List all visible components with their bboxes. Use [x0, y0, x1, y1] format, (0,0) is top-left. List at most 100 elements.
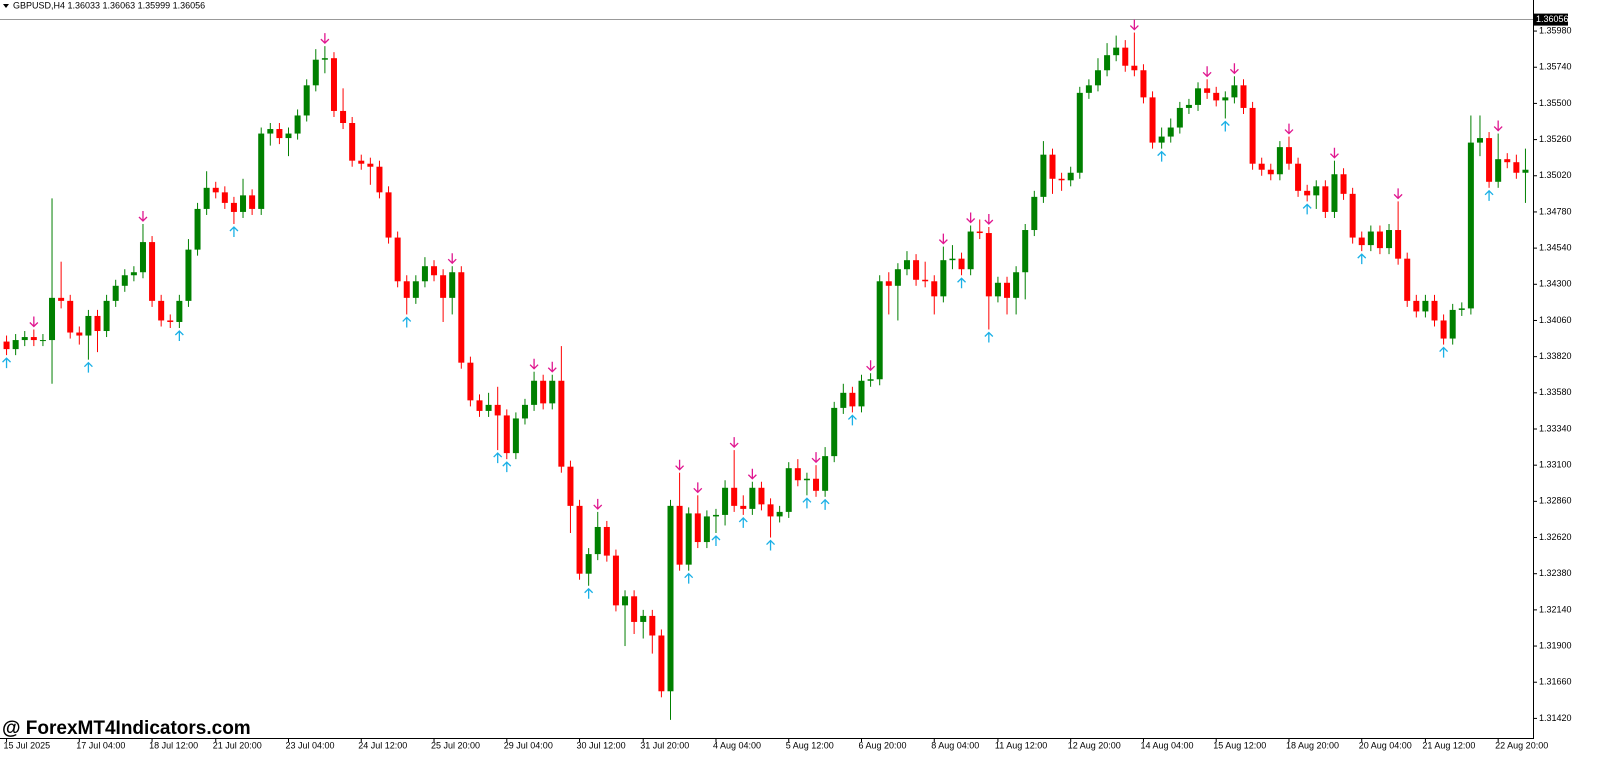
signal-up-arrow: [502, 461, 512, 473]
candle-body: [1094, 70, 1101, 86]
x-tick-label: 6 Aug 20:00: [859, 740, 907, 750]
x-tick-label: 23 Jul 04:00: [286, 740, 335, 750]
x-tick-label: 11 Aug 12:00: [995, 740, 1047, 750]
signal-up-arrow: [847, 414, 857, 426]
x-tick-label: 15 Jul 2025: [4, 740, 51, 750]
signal-down-arrow: [729, 437, 739, 449]
candle-body: [576, 505, 583, 574]
signal-up-arrow: [766, 539, 776, 551]
candle-body: [12, 340, 19, 350]
candle-body: [30, 337, 37, 341]
candle-body: [985, 233, 992, 297]
candle-body: [1386, 230, 1393, 249]
candle-body: [1195, 88, 1202, 105]
candle-body: [1022, 230, 1029, 273]
signal-down-arrow: [1284, 123, 1294, 135]
candle-body: [1331, 174, 1338, 212]
candle-body: [1504, 159, 1511, 163]
candle-body: [503, 415, 510, 454]
candle-body: [1222, 97, 1229, 101]
signal-up-arrow: [802, 497, 812, 509]
candle-body: [67, 300, 74, 333]
candle-body: [603, 526, 610, 556]
candle-body: [94, 315, 101, 332]
candle-body: [1158, 136, 1165, 143]
candle-body: [1067, 172, 1074, 181]
candle-body: [722, 487, 729, 515]
y-tick-label: 1.31420: [1539, 713, 1572, 723]
candle-body: [212, 187, 219, 193]
x-tick-label: 31 Jul 20:00: [640, 740, 689, 750]
signal-down-arrow: [1393, 188, 1403, 200]
candle-body: [421, 266, 428, 282]
candle-body: [1285, 147, 1292, 164]
candle-body: [1449, 309, 1456, 339]
candle-body: [1031, 196, 1038, 231]
candle-body: [540, 380, 547, 404]
candle-body: [940, 260, 947, 297]
signal-down-arrow: [984, 214, 994, 225]
menu-triangle: [3, 4, 9, 8]
y-tick-label: 1.34780: [1539, 206, 1572, 216]
candle-body: [758, 487, 765, 505]
y-tick-label: 1.31660: [1539, 677, 1572, 687]
candle-body: [594, 526, 601, 555]
candle-body: [622, 596, 629, 606]
candle-body: [1467, 142, 1474, 309]
candle-body: [1376, 231, 1383, 249]
x-tick-label: 20 Aug 04:00: [1359, 740, 1412, 750]
candle-body: [176, 300, 183, 322]
y-tick-label: 1.32380: [1539, 568, 1572, 578]
candle-body: [1004, 282, 1011, 298]
candle-body: [922, 279, 929, 282]
candle-body: [258, 133, 265, 209]
current-price-label: 1.36056: [1536, 14, 1569, 24]
candle-body: [1458, 308, 1465, 310]
candle-body: [376, 166, 383, 193]
x-tick-label: 29 Jul 04:00: [504, 740, 553, 750]
candle-body: [1476, 138, 1483, 143]
candle-body: [512, 418, 519, 454]
signal-up-arrow: [229, 226, 239, 237]
candle-body: [1340, 174, 1347, 194]
candle-body: [1267, 169, 1274, 175]
x-tick-label: 21 Aug 12:00: [1422, 740, 1475, 750]
candle-body: [1495, 159, 1502, 182]
candle-body: [149, 242, 156, 301]
candle-body: [867, 379, 874, 381]
candle-body: [3, 341, 10, 350]
signal-down-arrow: [693, 482, 703, 494]
candle-body: [685, 513, 692, 565]
candle-body: [203, 187, 210, 209]
candle-body: [39, 340, 46, 342]
signal-up-arrow: [711, 535, 721, 547]
candle-body: [676, 505, 683, 565]
candle-body: [585, 554, 592, 574]
x-tick-label: 8 Aug 04:00: [931, 740, 979, 750]
watermark: @ ForexMT4Indicators.com: [2, 718, 251, 739]
candle-body: [640, 615, 647, 622]
candle-body: [158, 300, 165, 321]
signal-up-arrow: [584, 587, 594, 599]
candle-body: [1513, 162, 1520, 173]
candle-body: [776, 511, 783, 517]
candle-body: [1131, 65, 1138, 71]
y-tick-label: 1.31900: [1539, 640, 1572, 650]
candle-body: [1358, 237, 1365, 246]
y-tick-label: 1.33100: [1539, 460, 1572, 470]
signal-down-arrow: [320, 33, 330, 45]
candle-body: [1049, 154, 1056, 179]
signal-up-arrow: [1484, 189, 1494, 201]
candle-body: [167, 320, 174, 322]
y-tick-label: 1.35740: [1539, 62, 1572, 72]
x-tick-label: 24 Jul 12:00: [358, 740, 407, 750]
candle-body: [276, 129, 283, 139]
candle-body: [449, 272, 456, 298]
candle-body: [1085, 85, 1092, 93]
candle-body: [885, 281, 892, 286]
candle-body: [667, 505, 674, 692]
candle-body: [1058, 178, 1065, 181]
signal-down-arrow: [29, 316, 39, 328]
candle-body: [367, 163, 374, 167]
